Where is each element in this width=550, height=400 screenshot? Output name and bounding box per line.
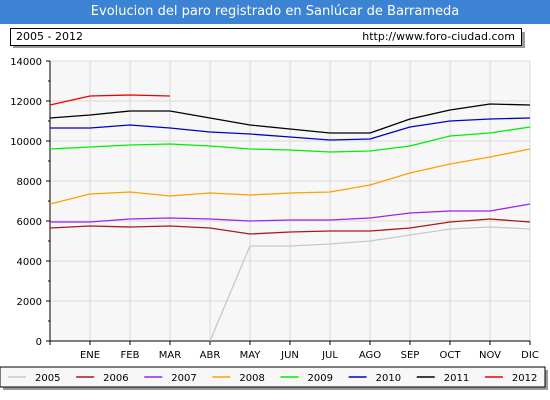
legend-label-2006: 2006 [103, 373, 128, 384]
x-tick-label: FEB [121, 350, 140, 361]
x-tick-label: ENE [80, 350, 100, 361]
legend-label-2009: 2009 [308, 373, 333, 384]
y-tick-label: 8000 [17, 177, 42, 188]
x-tick-label: DIC [521, 350, 539, 361]
y-tick-label: 4000 [17, 257, 42, 268]
y-tick-label: 12000 [10, 97, 42, 108]
series-line-2011 [49, 103, 531, 134]
y-tick-label: 14000 [10, 57, 42, 68]
series-line-2012 [49, 94, 171, 106]
y-tick-label: 10000 [10, 137, 42, 148]
legend-box [0, 366, 546, 388]
chart-title: Evolucion del paro registrado en Sanlúca… [0, 0, 550, 24]
series-line-2008 [49, 148, 531, 205]
series-line-2006 [49, 218, 531, 235]
x-tick-label: SEP [401, 350, 420, 361]
x-tick-label: OCT [440, 350, 462, 361]
legend-label-2011: 2011 [444, 373, 469, 384]
y-tick-label: 6000 [17, 217, 42, 228]
period-label: 2005 - 2012 [16, 30, 83, 43]
series-line-2007 [50, 203, 531, 223]
legend-label-2010: 2010 [376, 373, 401, 384]
x-tick-label: NOV [479, 350, 501, 361]
x-tick-label: MAR [159, 350, 181, 361]
legend-label-2012: 2012 [512, 373, 537, 384]
series-line-2010 [50, 117, 531, 141]
x-tick-label: AGO [359, 350, 381, 361]
y-tick-label: 2000 [17, 297, 42, 308]
y-tick-label: 0 [36, 337, 42, 348]
x-tick-label: ABR [200, 350, 221, 361]
legend-label-2008: 2008 [239, 373, 264, 384]
x-tick-label: MAY [240, 350, 262, 361]
source-url: http://www.foro-ciudad.com [362, 30, 515, 43]
x-tick-label: JUL [321, 350, 338, 361]
x-tick-label: JUN [280, 350, 299, 361]
series-line-2009 [49, 126, 531, 153]
series-line-2005 [209, 226, 531, 342]
info-bar: 2005 - 2012 http://www.foro-ciudad.com [10, 28, 522, 46]
legend-label-2005: 2005 [35, 373, 60, 384]
legend-label-2007: 2007 [171, 373, 196, 384]
